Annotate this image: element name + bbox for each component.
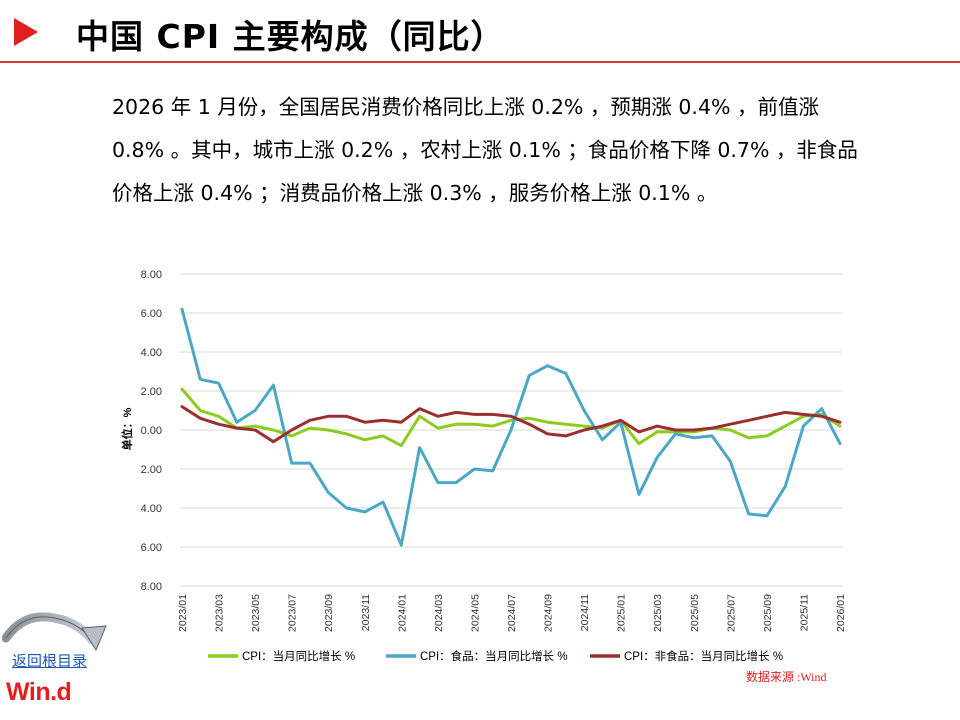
chart-series-lines xyxy=(180,307,842,547)
x-tick-label: 2024/11 xyxy=(579,594,591,631)
title-arrow-icon xyxy=(14,18,38,46)
cpi-line-chart: 8.00 6.00 4.00 2.00 0.00 2.00 4.00 6.00 8.00 202… xyxy=(120,269,847,663)
series-line-nonfood xyxy=(180,405,842,444)
x-tick-label: 2025/01 xyxy=(616,594,628,632)
wind-logo: Win.d xyxy=(6,678,72,706)
x-tick-label: 2025/11 xyxy=(798,594,810,631)
legend-label: CPI：食品：当月同比增长 % xyxy=(420,649,568,663)
summary-paragraph: 2026 年 1 月份，全国居民消费价格同比上涨 0.2% ，预期涨 0.4% … xyxy=(112,95,858,205)
series-line-food xyxy=(180,307,842,547)
title-divider xyxy=(0,61,960,63)
y-tick-label: 4.00 xyxy=(141,503,162,515)
x-tick-label: 2024/09 xyxy=(543,594,555,632)
back-to-root-label[interactable]: 返回根目录 xyxy=(12,652,88,670)
x-tick-label: 2023/01 xyxy=(177,594,189,632)
y-tick-label: 8.00 xyxy=(141,581,162,593)
x-tick-label: 2025/05 xyxy=(689,594,701,632)
y-tick-label: 4.00 xyxy=(141,347,162,359)
x-tick-label: 2024/03 xyxy=(433,594,445,632)
y-tick-label: 2.00 xyxy=(141,386,162,398)
y-tick-label: 6.00 xyxy=(141,308,162,320)
page-title: 中国 CPI 主要构成（同比） xyxy=(76,17,505,56)
legend-label: CPI：当月同比增长 % xyxy=(242,649,355,663)
legend-label: CPI：非食品：当月同比增长 % xyxy=(624,649,783,663)
x-tick-label: 2023/09 xyxy=(323,594,335,632)
chart-x-tick-labels: 2023/01 2023/03 2023/05 2023/07 2023/09 2023/… xyxy=(177,594,847,632)
x-tick-label: 2024/01 xyxy=(396,594,408,632)
x-tick-label: 2023/07 xyxy=(287,594,299,632)
back-to-root-link[interactable]: 返回根目录 Win.d xyxy=(1,600,114,706)
x-tick-label: 2026/01 xyxy=(835,594,847,632)
x-tick-label: 2025/07 xyxy=(725,594,737,632)
x-tick-label: 2025/09 xyxy=(762,594,774,632)
x-tick-label: 2023/03 xyxy=(214,594,226,632)
chart-legend: CPI：当月同比增长 % CPI：食品：当月同比增长 % CPI：非食品：当月同比增… xyxy=(208,649,783,663)
legend-item: CPI：当月同比增长 % xyxy=(208,649,355,663)
x-tick-label: 2024/05 xyxy=(469,594,481,632)
chart-y-axis-label: 单位：% xyxy=(120,407,134,450)
x-tick-label: 2025/03 xyxy=(652,594,664,632)
x-tick-label: 2023/11 xyxy=(360,594,372,631)
x-tick-label: 2023/05 xyxy=(250,594,262,632)
y-tick-label: 8.00 xyxy=(141,269,162,281)
y-tick-label: 6.00 xyxy=(141,542,162,554)
legend-item: CPI：非食品：当月同比增长 % xyxy=(590,649,783,663)
legend-item: CPI：食品：当月同比增长 % xyxy=(386,649,568,663)
y-tick-label: 0.00 xyxy=(141,425,162,437)
back-arrow-icon xyxy=(1,612,107,652)
chart-y-tick-labels: 8.00 6.00 4.00 2.00 0.00 2.00 4.00 6.00 8.00 xyxy=(141,269,162,593)
series-line-cpi xyxy=(180,387,842,448)
data-source-note: 数据来源 :Wind xyxy=(746,670,827,684)
x-tick-label: 2024/07 xyxy=(506,594,518,632)
y-tick-label: 2.00 xyxy=(141,464,162,476)
